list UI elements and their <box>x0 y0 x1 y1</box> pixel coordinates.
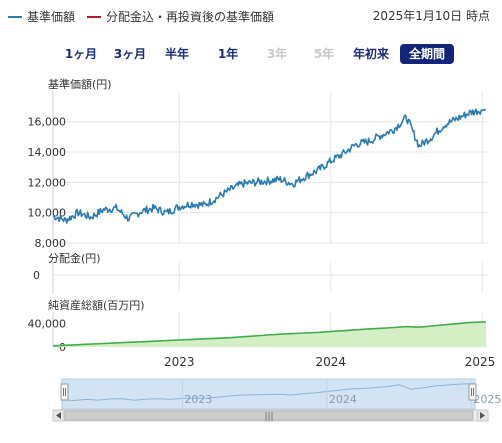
dividend-panel-title: 分配金(円) <box>48 252 101 265</box>
nav-panel: 8,000 10,000 12,000 14,000 16,000 <box>28 91 488 250</box>
nav-grid <box>53 121 488 244</box>
x-tick-label: 2024 <box>315 355 346 369</box>
scroll-right-arrow-icon <box>480 412 485 419</box>
range-ytd[interactable]: 年初来 <box>352 47 389 61</box>
scroll-thumb-grip: ||| <box>264 412 273 422</box>
dividend-x-grid <box>178 262 483 293</box>
nav-y-tick-label: 12,000 <box>28 176 67 189</box>
navigator-handle-left[interactable] <box>60 383 69 401</box>
range-selector: 1ヶ月 3ヶ月 半年 1年 3年 5年 年初来 全期間 <box>0 44 502 66</box>
range-1m[interactable]: 1ヶ月 <box>64 47 98 61</box>
x-tick-label: 2023 <box>164 355 195 369</box>
legend-label-reinvested: 分配金込・再投資後の基準価額 <box>106 10 275 24</box>
nav-x-grid <box>178 91 483 243</box>
legend-swatch-reinvested <box>87 15 102 18</box>
range-5y: 5年 <box>313 47 335 61</box>
navigator-x-label: 2024 <box>329 393 357 406</box>
nav-y-tick-label: 10,000 <box>28 207 67 220</box>
x-tick-label: 2025 <box>465 355 496 369</box>
legend-item-nav[interactable]: 基準価額 <box>8 8 75 25</box>
assets-panel-title: 純資産総額(百万円) <box>48 299 145 312</box>
nav-y-tick-label: 14,000 <box>28 146 67 159</box>
dividend-y-tick: 0 <box>33 269 40 282</box>
navigator-x-labels: 2023 2024 2025 <box>181 379 501 409</box>
nav-y-ticks: 8,000 10,000 12,000 14,000 16,000 <box>28 116 67 250</box>
legend: 基準価額 分配金込・再投資後の基準価額 <box>8 8 280 25</box>
as-of-date: 2025年1月10日 時点 <box>372 9 490 23</box>
navigator-x-label: 2025 <box>473 393 501 406</box>
range-3m[interactable]: 3ヶ月 <box>113 47 147 61</box>
assets-y-ticks: 0 40,000 <box>28 318 67 354</box>
assets-y-tick-label: 40,000 <box>28 318 67 331</box>
nav-y-tick-label: 16,000 <box>28 116 67 129</box>
navigator-x-label: 2023 <box>184 393 212 406</box>
scroll-left-arrow-icon <box>56 412 61 419</box>
scrollbar[interactable]: ||| <box>52 409 489 422</box>
range-1y[interactable]: 1年 <box>217 47 239 61</box>
assets-y-tick-label: 0 <box>59 341 66 354</box>
range-6m[interactable]: 半年 <box>164 47 189 61</box>
navigator[interactable]: 2023 2024 2025 <box>60 378 501 410</box>
legend-label-nav: 基準価額 <box>27 10 76 24</box>
assets-series-area <box>53 321 486 347</box>
legend-item-reinvested[interactable]: 分配金込・再投資後の基準価額 <box>87 8 274 25</box>
navigator-handle-right[interactable] <box>468 383 477 401</box>
nav-panel-title: 基準価額(円) <box>48 78 112 91</box>
assets-series-line <box>52 321 487 347</box>
dividend-panel: 0 <box>33 262 488 293</box>
x-axis-labels: 2023 2024 2025 <box>164 355 495 369</box>
range-all[interactable]: 全期間 <box>400 44 454 64</box>
legend-swatch-nav <box>8 15 22 18</box>
navigator-series-line <box>61 383 476 402</box>
scroll-thumb[interactable] <box>64 410 474 421</box>
nav-series-line <box>52 108 487 224</box>
range-3y: 3年 <box>266 47 288 61</box>
nav-y-tick-label: 8,000 <box>35 237 67 250</box>
assets-panel: 0 40,000 <box>28 312 487 354</box>
